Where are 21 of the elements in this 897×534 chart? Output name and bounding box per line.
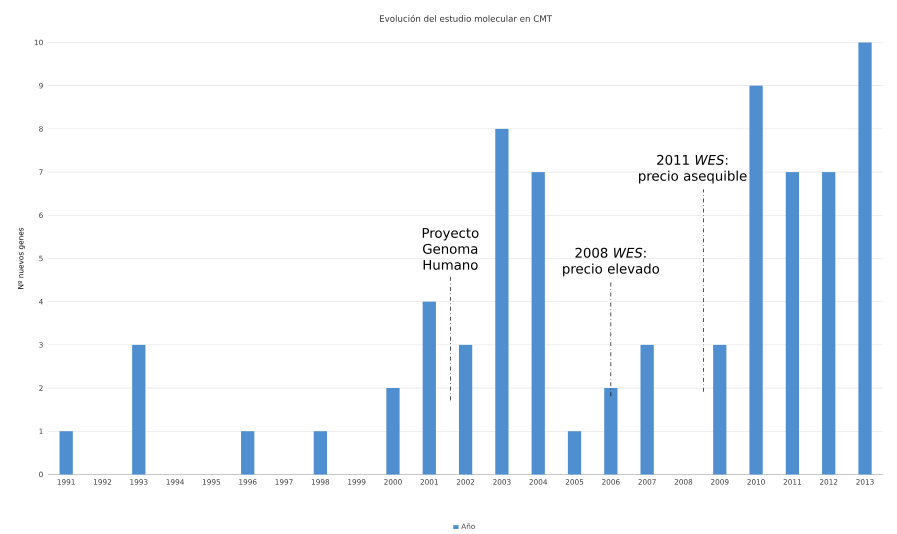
bar	[640, 344, 654, 474]
bar	[314, 431, 327, 474]
bar	[822, 172, 836, 474]
bar	[604, 388, 618, 474]
bar	[386, 388, 400, 474]
bar	[786, 172, 800, 474]
bar	[458, 344, 472, 474]
bar	[713, 344, 726, 474]
annotation: Proyecto Genoma Humano	[422, 228, 478, 270]
bar	[568, 431, 582, 474]
annotation: 2011 WES: precio asequible	[639, 154, 747, 184]
chart-title: Evolución del estudio molecular en CMT	[380, 14, 552, 22]
bar	[422, 302, 436, 474]
bar	[858, 42, 872, 474]
bar	[749, 86, 763, 474]
bar	[495, 128, 509, 474]
bar	[532, 172, 545, 474]
bar	[241, 431, 254, 474]
bar	[60, 431, 73, 474]
bar	[132, 344, 146, 474]
annotation: 2008 WES: precio elevado	[563, 248, 660, 276]
